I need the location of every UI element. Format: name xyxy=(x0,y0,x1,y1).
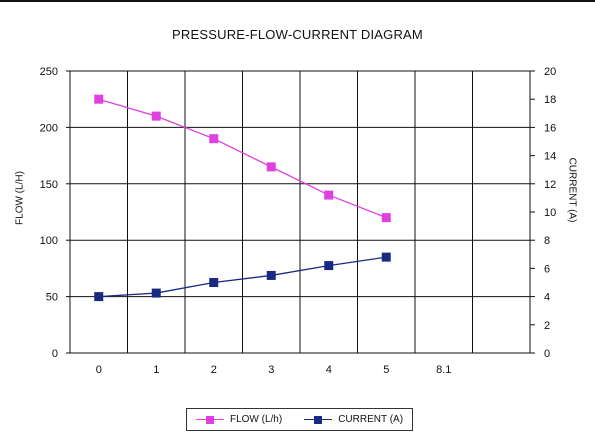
data-point-current xyxy=(324,261,334,271)
series-line-current xyxy=(98,256,387,298)
legend-item-current: CURRENT (A) xyxy=(304,414,403,425)
tick-label-right: 10 xyxy=(544,207,556,219)
data-point-current xyxy=(94,292,104,302)
data-point-flow xyxy=(94,94,104,104)
y-axis-right-label: CURRENT (A) xyxy=(566,157,578,223)
tick-label-right: 18 xyxy=(544,94,556,106)
tick-label-x: 5 xyxy=(383,364,389,376)
legend: FLOW (L/h) CURRENT (A) xyxy=(186,408,413,431)
legend-item-flow: FLOW (L/h) xyxy=(195,414,283,425)
tick-label-right: 14 xyxy=(544,151,556,163)
tick-label-x: 0 xyxy=(96,364,102,376)
tick-label-left: 150 xyxy=(40,179,58,191)
tick-label-right: 0 xyxy=(544,348,550,360)
legend-current-symbol xyxy=(304,415,333,425)
series-line-flow xyxy=(98,98,387,219)
tick-label-x: 4 xyxy=(326,364,332,376)
tick-label-right: 8 xyxy=(544,235,550,247)
data-point-current xyxy=(151,288,161,298)
data-point-current xyxy=(266,270,276,280)
tick-label-left: 50 xyxy=(46,292,58,304)
tick-label-right: 16 xyxy=(544,122,556,134)
y-axis-left-label: FLOW (L/H) xyxy=(14,171,26,225)
top-border-line xyxy=(0,0,595,2)
data-point-flow xyxy=(324,190,334,200)
chart-title: PRESSURE-FLOW-CURRENT DIAGRAM xyxy=(172,27,423,42)
tick-label-right: 20 xyxy=(544,66,556,78)
tick-label-x: 3 xyxy=(268,364,274,376)
tick-label-left: 100 xyxy=(40,235,58,247)
tick-label-right: 2 xyxy=(544,320,550,332)
tick-label-left: 0 xyxy=(52,348,58,360)
legend-flow-label: FLOW (L/h) xyxy=(229,414,283,425)
data-point-flow xyxy=(151,111,161,121)
legend-flow-symbol xyxy=(195,415,224,425)
tick-label-left: 250 xyxy=(40,66,58,78)
data-point-flow xyxy=(266,162,276,172)
tick-label-x: 1 xyxy=(153,364,159,376)
tick-label-right: 12 xyxy=(544,179,556,191)
data-point-flow xyxy=(381,213,391,223)
tick-label-x: 8.1 xyxy=(436,364,451,376)
data-point-current xyxy=(381,252,391,262)
tick-label-right: 4 xyxy=(544,292,550,304)
data-point-flow xyxy=(209,134,219,144)
legend-current-label: CURRENT (A) xyxy=(338,414,404,425)
tick-label-x: 2 xyxy=(211,364,217,376)
tick-label-right: 6 xyxy=(544,263,550,275)
data-point-current xyxy=(209,278,219,287)
tick-label-left: 200 xyxy=(40,122,58,134)
